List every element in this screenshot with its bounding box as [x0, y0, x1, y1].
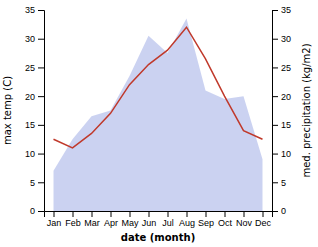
- tick: 30: [272, 34, 291, 44]
- tick: 5: [30, 178, 44, 188]
- tick: 0: [272, 206, 286, 216]
- tick-mark: [73, 211, 74, 217]
- tick-label: Apr: [104, 218, 118, 228]
- tick-mark: [206, 211, 207, 217]
- tick: Apr: [104, 211, 118, 228]
- tick-label: 35: [281, 5, 291, 15]
- tick-mark: [187, 211, 188, 217]
- tick-label: Nov: [236, 218, 253, 228]
- tick-label: 10: [25, 149, 35, 159]
- plot-area: JanFebMar AprMayJun Jul AugSep OctNovDec 0 5 10…: [25, 5, 291, 228]
- tick: Jul: [162, 211, 174, 228]
- y-axis: 0 5 10 15 20 25 30 35: [25, 5, 45, 216]
- tick-label: 25: [25, 63, 35, 73]
- tick: 20: [272, 92, 291, 102]
- tick: Jun: [142, 211, 157, 228]
- tick-mark: [272, 96, 278, 97]
- tick: Nov: [236, 211, 253, 228]
- axis-line: [38, 11, 45, 212]
- tick: 10: [272, 149, 291, 159]
- tick: Feb: [65, 211, 81, 228]
- tick: Mar: [84, 211, 100, 228]
- tick-mark: [272, 154, 278, 155]
- tick: May: [121, 211, 139, 228]
- tick: Dec: [255, 211, 272, 228]
- axis-line: [45, 212, 273, 218]
- tick-mark: [272, 10, 278, 11]
- tick: 5: [272, 178, 286, 188]
- tick-label: 15: [25, 120, 35, 130]
- tick: 25: [25, 63, 44, 73]
- tick: 35: [272, 5, 291, 15]
- tick-mark: [272, 125, 278, 126]
- tick-mark: [111, 211, 112, 217]
- line: [54, 27, 263, 148]
- tick-mark: [272, 211, 278, 212]
- tick: 15: [272, 120, 291, 130]
- tick-label: 30: [25, 34, 35, 44]
- tick-label: 0: [30, 206, 35, 216]
- tick-mark: [38, 182, 44, 183]
- tick-mark: [149, 211, 150, 217]
- tick-mark: [38, 67, 44, 68]
- tick-label: May: [121, 218, 139, 228]
- tick-label: Sep: [198, 218, 214, 228]
- tick-mark: [244, 211, 245, 217]
- tick: 30: [25, 34, 44, 44]
- tick-mark: [38, 211, 44, 212]
- tick-mark: [225, 211, 226, 217]
- y-axis-title: max temp (C): [2, 76, 13, 145]
- tick-mark: [130, 211, 131, 217]
- tick-label: 5: [30, 178, 35, 188]
- axis-line: [273, 11, 279, 212]
- tick-label: 15: [281, 120, 291, 130]
- tick: 25: [272, 63, 291, 73]
- tick-label: 20: [281, 92, 291, 102]
- tick: Sep: [198, 211, 214, 228]
- tick-label: Feb: [65, 218, 81, 228]
- tick-label: Jul: [162, 218, 174, 228]
- marks: [54, 19, 263, 211]
- x-axis: JanFebMar AprMayJun Jul AugSep OctNovDec: [45, 211, 273, 228]
- tick-label: 10: [281, 149, 291, 159]
- tick-mark: [38, 154, 44, 155]
- tick: Aug: [179, 211, 195, 228]
- tick-mark: [38, 125, 44, 126]
- chart: JanFebMar AprMayJun Jul AugSep OctNovDec 0 5 10…: [0, 0, 318, 247]
- tick-mark: [272, 182, 278, 183]
- tick-mark: [54, 211, 55, 217]
- tick: Jan: [47, 211, 62, 228]
- area: [54, 19, 263, 211]
- y2-axis: 0 5 10 15 20 25 30 35: [272, 5, 291, 216]
- tick: 35: [25, 5, 44, 15]
- tick-label: 5: [281, 178, 286, 188]
- tick-label: Jan: [47, 218, 62, 228]
- tick: 20: [25, 92, 44, 102]
- tick-label: 30: [281, 34, 291, 44]
- tick: Oct: [218, 211, 233, 228]
- tick: 10: [25, 149, 44, 159]
- tick: 0: [30, 206, 44, 216]
- tick-label: Dec: [255, 218, 272, 228]
- tick-mark: [272, 39, 278, 40]
- tick-mark: [263, 211, 264, 217]
- tick-mark: [38, 39, 44, 40]
- tick-label: Mar: [84, 218, 100, 228]
- tick-label: Oct: [218, 218, 233, 228]
- tick-label: 35: [25, 5, 35, 15]
- tick-mark: [38, 10, 44, 11]
- tick-label: Aug: [179, 218, 195, 228]
- tick: 15: [25, 120, 44, 130]
- tick-mark: [168, 211, 169, 217]
- x-axis-title: date (month): [121, 232, 195, 243]
- tick-label: 20: [25, 92, 35, 102]
- tick-label: 0: [281, 206, 286, 216]
- tick-label: 25: [281, 63, 291, 73]
- y2-axis-title: med. precipitation (kg/m2): [301, 43, 312, 177]
- tick-mark: [92, 211, 93, 217]
- tick-mark: [272, 67, 278, 68]
- tick-label: Jun: [142, 218, 157, 228]
- tick-mark: [38, 96, 44, 97]
